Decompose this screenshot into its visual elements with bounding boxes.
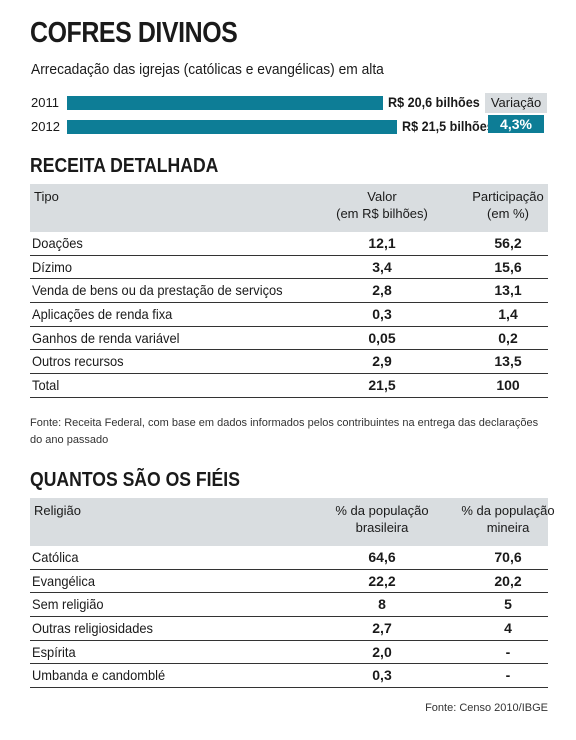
table-cell: 2,0 — [372, 643, 392, 660]
bar-2012 — [67, 120, 397, 134]
table-row: Evangélica 22,2 20,2 — [30, 570, 548, 594]
believers-table-column-header: % da população mineira — [461, 503, 555, 535]
table-cell: 2,7 — [372, 620, 392, 637]
bar-year-label: 2011 — [31, 95, 59, 110]
table-cell: Umbanda e candomblé — [32, 667, 166, 684]
table-cell: 5 — [504, 596, 512, 613]
believers-table-header: Religião % da população brasileira % da pop… — [30, 498, 555, 546]
table-cell: Evangélica — [32, 572, 96, 589]
table-cell: - — [505, 667, 511, 684]
believers-table: Religião % da população brasileira % da pop… — [30, 498, 555, 689]
bar-value-label: R$ 20,6 bilhões — [388, 94, 480, 110]
table-cell: 64,6 — [368, 549, 396, 565]
table-row: Católica 64,6 70,6 — [30, 546, 548, 570]
revenue-table-column-header: Tipo — [34, 189, 59, 204]
bar-value-label: R$ 21,5 bilhões — [402, 118, 494, 134]
table-row: Espírita 2,0 - — [30, 641, 548, 665]
table-cell: Aplicações de renda fixa — [32, 306, 173, 323]
table-cell: Ganhos de renda variável — [32, 329, 180, 346]
bar-2011 — [67, 96, 384, 110]
table-cell: Doações — [32, 235, 83, 251]
table-cell: 0,3 — [372, 306, 392, 323]
table-cell: 1,4 — [498, 306, 518, 323]
table-cell: 12,1 — [368, 235, 396, 251]
revenue-table-header: Tipo Valor (em R$ bilhões) Participação (em … — [30, 184, 548, 232]
revenue-section-title: RECEITA DETALHADA — [30, 155, 219, 177]
table-cell: 2,8 — [372, 282, 392, 299]
table-cell: 2,9 — [372, 353, 392, 370]
table-cell: 0,3 — [372, 667, 392, 684]
revenue-table: Tipo Valor (em R$ bilhões) Participação (em … — [30, 184, 548, 398]
table-cell: 13,5 — [494, 353, 522, 370]
table-row: Outros recursos 2,9 13,5 — [30, 350, 548, 375]
table-row: Outras religiosidades 2,7 4 — [30, 617, 548, 641]
table-cell: Total — [32, 377, 60, 394]
table-row: Total 21,5 100 — [30, 374, 548, 398]
table-cell: Outros recursos — [32, 353, 124, 370]
table-cell: 20,2 — [494, 572, 522, 589]
table-row: Doações 12,1 56,2 — [30, 232, 548, 256]
believers-table-column-header: % da população brasileira — [335, 503, 429, 535]
table-cell: Outras religiosidades — [32, 620, 153, 637]
table-cell: 0,05 — [368, 329, 396, 346]
table-cell: Venda de bens ou da prestação de serviço… — [32, 282, 283, 299]
page-subtitle: Arrecadação das igrejas (católicas e eva… — [31, 61, 384, 78]
table-cell: 100 — [496, 377, 520, 394]
table-cell: 15,6 — [494, 258, 522, 275]
table-cell: 4 — [504, 620, 512, 637]
variation-label: Variação — [485, 93, 547, 113]
table-cell: 0,2 — [498, 329, 518, 346]
revenue-table-column-header: Participação (em %) — [472, 189, 544, 221]
table-cell: - — [505, 643, 511, 660]
table-cell: 70,6 — [494, 549, 522, 565]
table-row: Dízimo 3,4 15,6 — [30, 256, 548, 280]
variation-box: Variação 4,3% — [485, 93, 547, 139]
table-row: Aplicações de renda fixa 0,3 1,4 — [30, 303, 548, 327]
revenue-table-column-header: Valor (em R$ bilhões) — [336, 189, 428, 221]
believers-table-column-header: Religião — [34, 503, 81, 518]
variation-value: 4,3% — [488, 115, 544, 133]
table-cell: Sem religião — [32, 596, 104, 613]
table-cell: 21,5 — [368, 377, 396, 394]
table-cell: Católica — [32, 549, 79, 565]
table-row: Venda de bens ou da prestação de serviço… — [30, 279, 548, 304]
table-row: Sem religião 8 5 — [30, 593, 548, 618]
believers-source-note: Fonte: Censo 2010/IBGE — [425, 702, 548, 714]
table-row: Umbanda e candomblé 0,3 - — [30, 664, 548, 689]
table-cell: 22,2 — [368, 572, 396, 589]
table-cell: 8 — [378, 596, 386, 613]
revenue-source-note: Fonte: Receita Federal, com base em dado… — [30, 417, 539, 446]
revenue-bar-chart: 2011 R$ 20,6 bilhões 2012 R$ 21,5 bilhões — [31, 92, 546, 140]
table-cell: 3,4 — [372, 258, 392, 275]
table-cell: Espírita — [32, 643, 76, 660]
table-cell: 13,1 — [494, 282, 522, 299]
table-cell: Dízimo — [32, 258, 73, 275]
believers-section-title: QUANTOS SÃO OS FIÉIS — [30, 469, 240, 491]
table-row: Ganhos de renda variável 0,05 0,2 — [30, 327, 548, 351]
page-title: COFRES DIVINOS — [30, 17, 238, 49]
bar-year-label: 2012 — [31, 119, 60, 134]
table-cell: 56,2 — [494, 235, 522, 251]
